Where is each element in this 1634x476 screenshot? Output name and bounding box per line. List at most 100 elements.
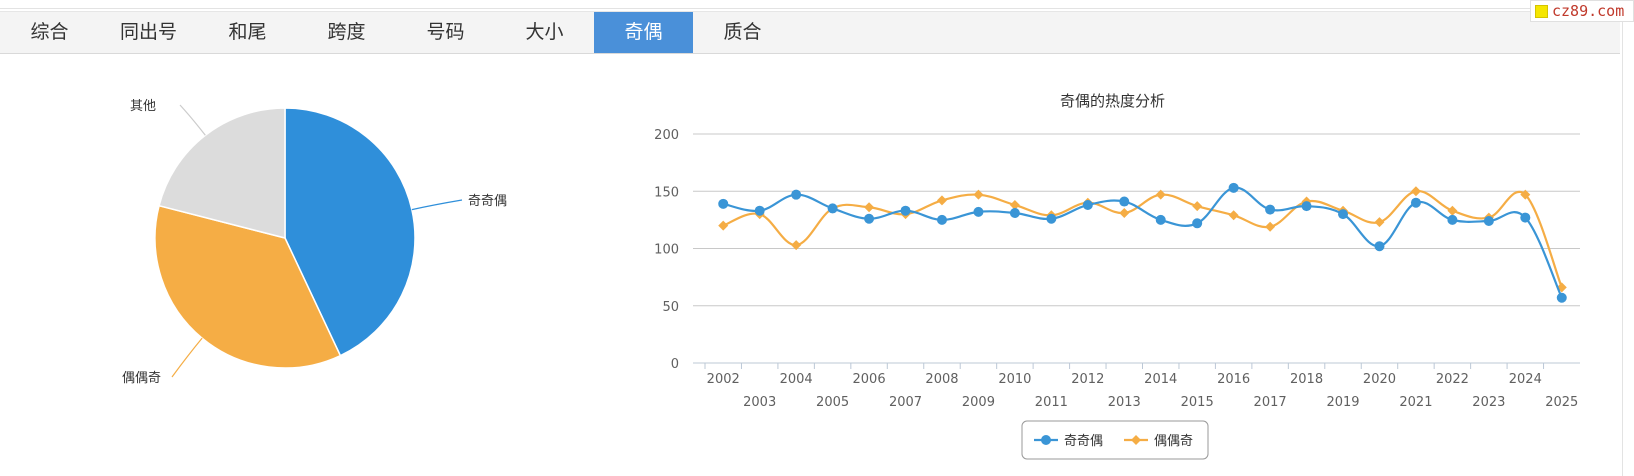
x-tick-label-2018: 2018 xyxy=(1290,372,1323,387)
pie-connector-3 xyxy=(179,104,206,136)
series-1-point-2021 xyxy=(1410,197,1421,208)
x-tick-label-2013: 2013 xyxy=(1108,395,1141,410)
series-2-point-2020 xyxy=(1374,217,1385,228)
x-tick-label-2015: 2015 xyxy=(1181,395,1214,410)
tab-zhihe[interactable]: 质合 xyxy=(723,21,762,43)
tab-zonghe[interactable]: 综合 xyxy=(30,21,69,43)
x-tick-label-2014: 2014 xyxy=(1144,372,1177,387)
pie-label-3: 其他 xyxy=(130,99,156,114)
series-1-point-2022 xyxy=(1447,214,1458,225)
series-2-point-2002 xyxy=(718,220,729,231)
series-1-point-2013 xyxy=(1119,196,1130,207)
series-1-point-2010 xyxy=(1009,208,1020,219)
legend-marker-1 xyxy=(1041,435,1051,445)
series-1-point-2003 xyxy=(754,205,765,216)
tab-haoma[interactable]: 号码 xyxy=(426,21,465,43)
x-tick-label-2017: 2017 xyxy=(1254,395,1287,410)
pie-label-1: 奇奇偶 xyxy=(468,193,507,209)
tab-hewei[interactable]: 和尾 xyxy=(228,21,267,43)
series-1-point-2011 xyxy=(1046,213,1057,224)
series-line-2 xyxy=(722,190,1563,288)
series-2-point-2004 xyxy=(791,240,802,251)
x-tick-label-2009: 2009 xyxy=(962,395,995,410)
x-tick-label-2020: 2020 xyxy=(1363,372,1396,387)
x-tick-label-2004: 2004 xyxy=(780,372,813,387)
series-1-point-2024 xyxy=(1520,212,1531,223)
tab-tongchuhao[interactable]: 同出号 xyxy=(119,21,177,43)
y-tick-label-200: 200 xyxy=(654,128,679,143)
x-tick-label-2012: 2012 xyxy=(1071,372,1104,387)
series-2-point-2009 xyxy=(973,189,984,200)
line-legend: 奇奇偶 偶偶奇 xyxy=(1021,420,1209,460)
site-watermark: cz89.com xyxy=(1530,0,1634,22)
series-2-point-2017 xyxy=(1265,221,1276,232)
x-tick-label-2022: 2022 xyxy=(1436,372,1469,387)
series-1-point-2023 xyxy=(1483,216,1494,227)
x-tick-label-2008: 2008 xyxy=(925,372,958,387)
y-tick-label-100: 100 xyxy=(654,243,679,258)
pie-label-2: 偶偶奇 xyxy=(122,370,161,386)
x-tick-label-2021: 2021 xyxy=(1399,395,1432,410)
x-tick-label-2024: 2024 xyxy=(1509,372,1542,387)
pie-connector-2 xyxy=(171,337,203,378)
legend-box xyxy=(1021,420,1209,460)
tab-jiou[interactable]: 奇偶 xyxy=(594,12,693,53)
series-1-point-2014 xyxy=(1155,214,1166,225)
tab-daxiao[interactable]: 大小 xyxy=(525,21,564,43)
pie-slice-3 xyxy=(158,107,286,239)
series-2-point-2021 xyxy=(1410,186,1421,197)
x-tick-label-2006: 2006 xyxy=(853,372,886,387)
series-1-point-2005 xyxy=(827,203,838,214)
legend-label-2: 偶偶奇 xyxy=(1154,433,1193,449)
watermark-square-icon xyxy=(1535,4,1548,18)
line-chart-title: 奇偶的热度分析 xyxy=(1060,92,1165,110)
right-border xyxy=(1622,11,1623,476)
x-tick-label-2007: 2007 xyxy=(889,395,922,410)
series-2-point-2024 xyxy=(1520,189,1531,200)
series-1-point-2017 xyxy=(1265,204,1276,215)
series-2-point-2010 xyxy=(1009,199,1020,210)
series-1-point-2002 xyxy=(718,198,729,209)
series-1-point-2020 xyxy=(1374,241,1385,252)
series-2-point-2015 xyxy=(1192,201,1203,212)
legend-label-1: 奇奇偶 xyxy=(1064,433,1103,449)
series-2-point-2014 xyxy=(1155,189,1166,200)
y-tick-label-150: 150 xyxy=(654,185,679,200)
x-tick-label-2019: 2019 xyxy=(1326,395,1359,410)
x-tick-label-2023: 2023 xyxy=(1472,395,1505,410)
x-tick-label-2002: 2002 xyxy=(707,372,740,387)
series-1-point-2007 xyxy=(900,205,911,216)
tab-kuadu[interactable]: 跨度 xyxy=(327,21,366,43)
x-tick-label-2010: 2010 xyxy=(998,372,1031,387)
series-2-point-2008 xyxy=(936,195,947,206)
series-1-point-2019 xyxy=(1338,209,1349,220)
line-chart: 奇偶的热度分析050100150200200220032004200520062… xyxy=(654,92,1580,460)
series-2-point-2006 xyxy=(864,202,875,213)
series-1-point-2025 xyxy=(1556,292,1567,303)
legend-marker-2 xyxy=(1131,435,1141,445)
pie-slice-2 xyxy=(154,204,342,369)
y-tick-label-0: 0 xyxy=(671,357,679,372)
x-tick-label-2011: 2011 xyxy=(1035,395,1068,410)
tab-bar: 综合 同出号 和尾 跨度 号码 大小 奇偶 质合 xyxy=(0,11,1620,54)
series-1-point-2008 xyxy=(936,214,947,225)
series-1-point-2009 xyxy=(973,206,984,217)
pie-slice-1 xyxy=(284,107,416,357)
x-tick-label-2003: 2003 xyxy=(743,395,776,410)
x-tick-label-2005: 2005 xyxy=(816,395,849,410)
x-tick-label-2025: 2025 xyxy=(1545,395,1578,410)
y-tick-label-50: 50 xyxy=(662,300,679,315)
series-2-point-2013 xyxy=(1119,208,1130,219)
series-1-point-2015 xyxy=(1192,218,1203,229)
series-2-point-2022 xyxy=(1447,205,1458,216)
x-tick-label-2016: 2016 xyxy=(1217,372,1250,387)
series-1-point-2006 xyxy=(864,213,875,224)
series-2-point-2016 xyxy=(1228,210,1239,221)
series-1-point-2004 xyxy=(791,189,802,200)
watermark-text: cz89.com xyxy=(1552,2,1625,20)
top-border xyxy=(0,0,1634,9)
pie-connector-1 xyxy=(411,199,463,211)
series-1-point-2018 xyxy=(1301,201,1312,212)
